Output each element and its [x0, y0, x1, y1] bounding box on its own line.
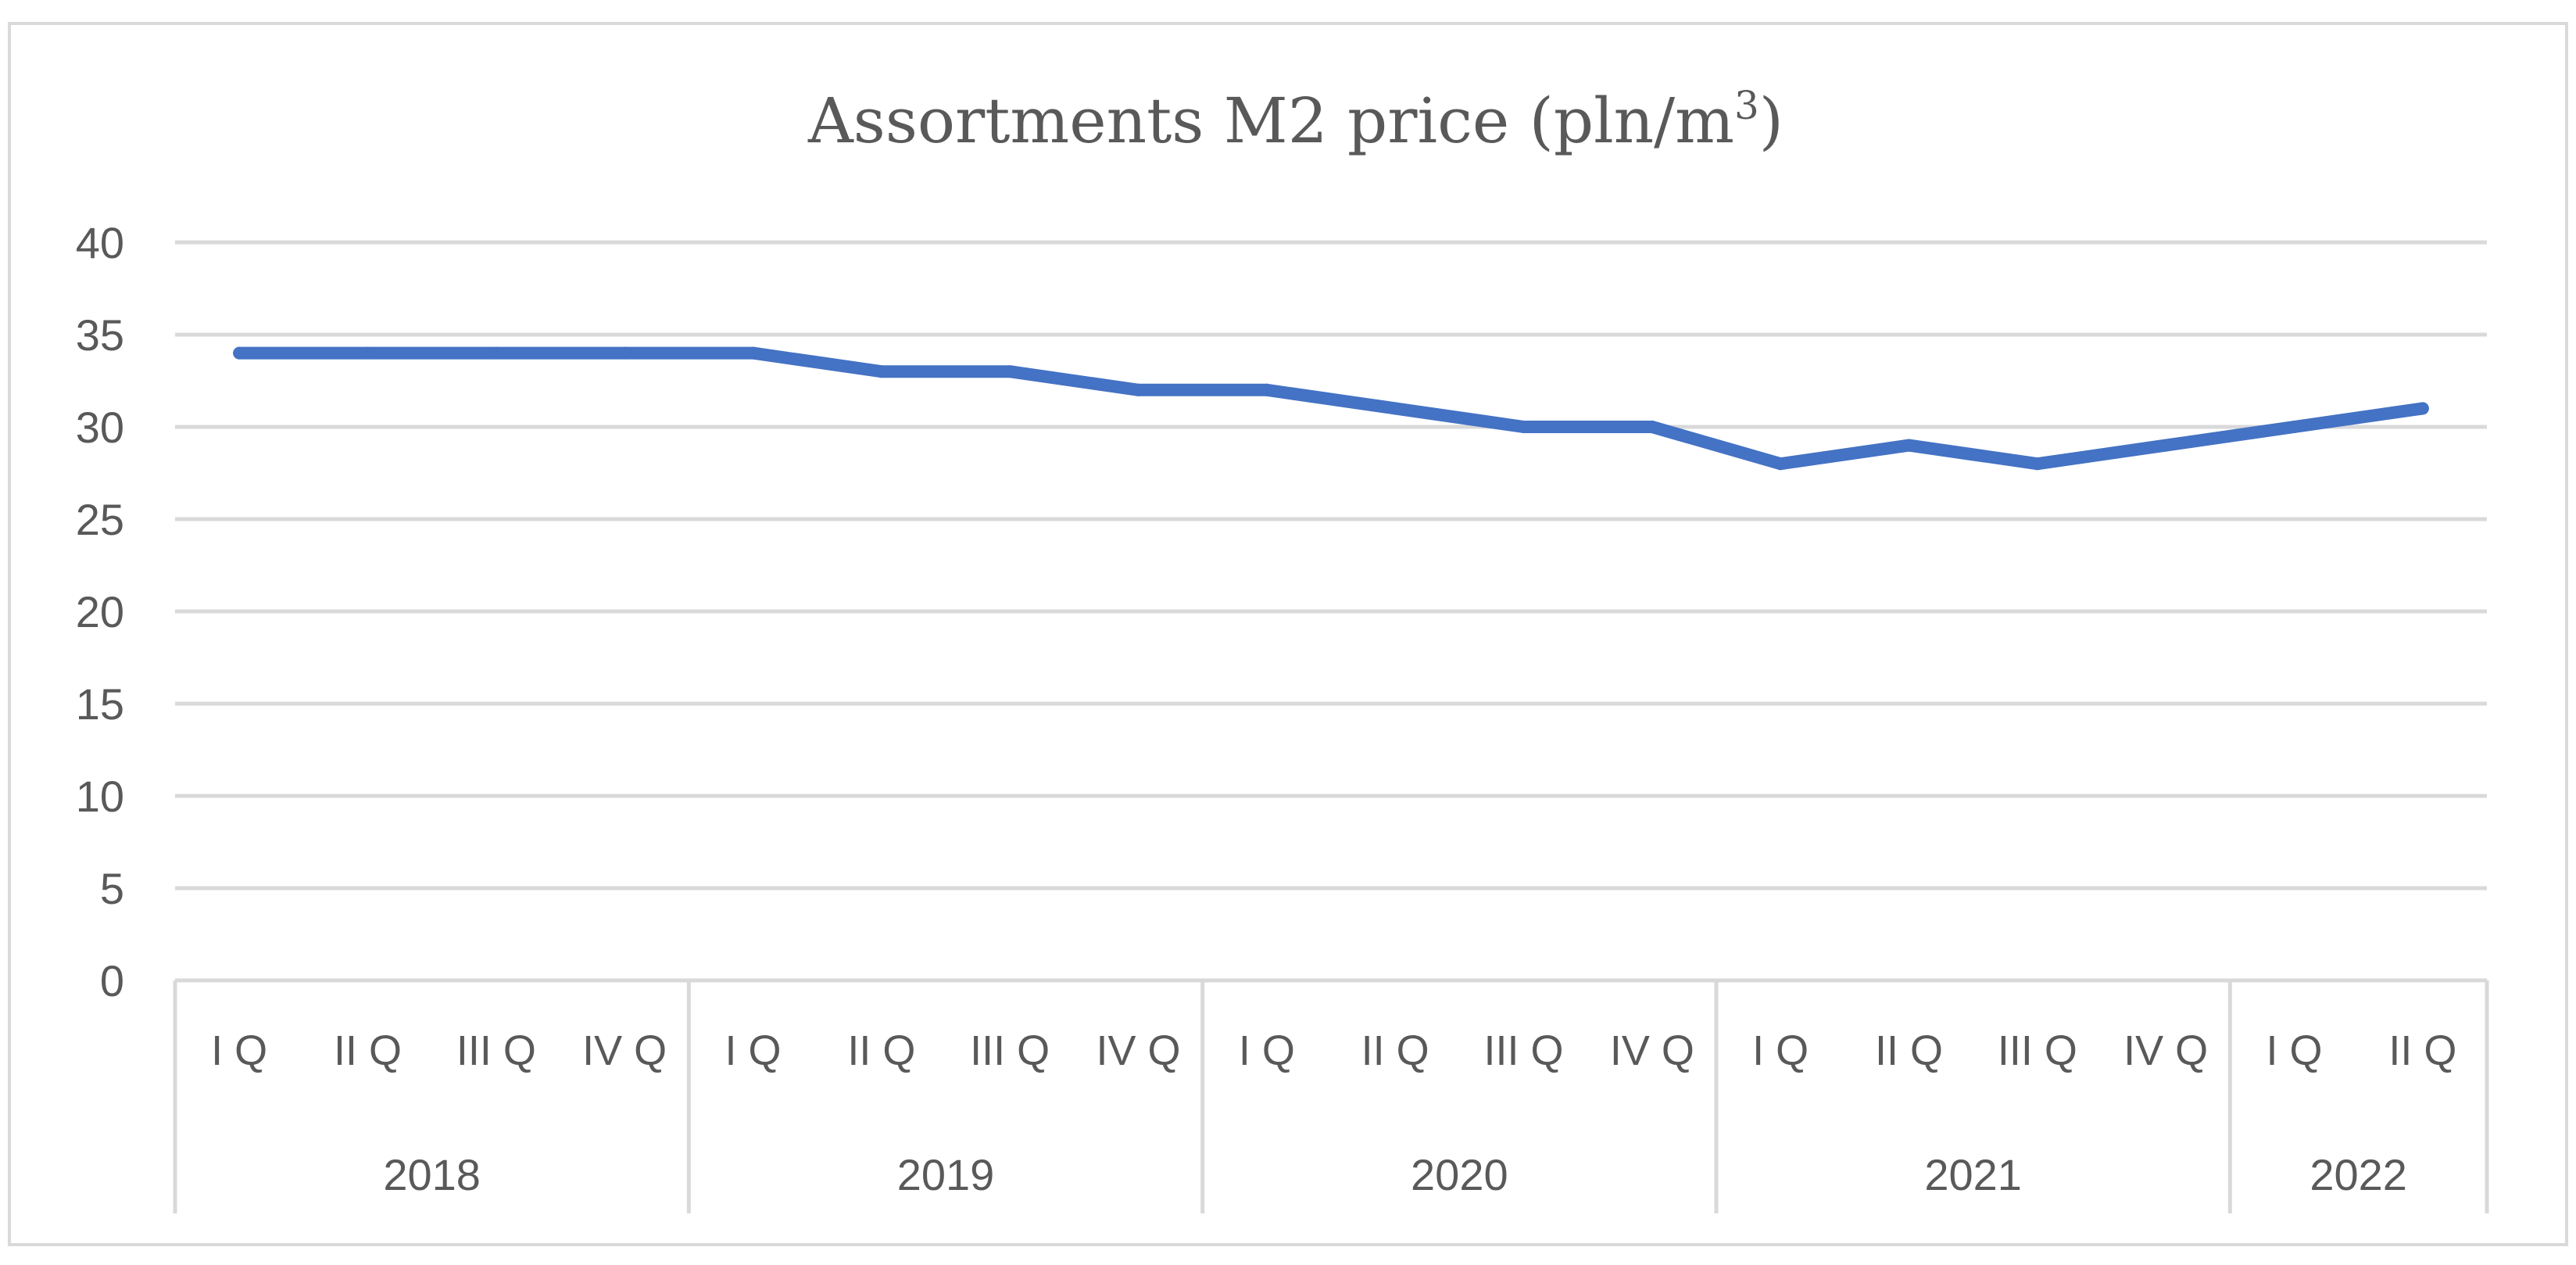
chart-title-main: Assortments M2 price (pln/m	[807, 84, 1734, 157]
x-group-label: 2022	[2309, 1150, 2407, 1199]
chart-frame: Assortments M2 price (pln/m3) 0 5 10 15 20 25…	[8, 22, 2568, 1246]
line-chart: Assortments M2 price (pln/m3) 0 5 10 15 20 25…	[76, 83, 2489, 1213]
data-point	[746, 346, 760, 360]
data-point	[875, 365, 888, 378]
x-tick-label: II Q	[334, 1027, 402, 1074]
x-tick-label: IV Q	[1096, 1027, 1180, 1074]
y-tick-label: 35	[76, 310, 124, 360]
x-tick-label: I Q	[1239, 1027, 1295, 1074]
x-axis: I Q II Q III Q IV Q I Q II Q III Q IV Q I Q II Q I…	[173, 980, 2489, 1213]
data-point	[1260, 383, 1273, 396]
y-axis-tick-labels: 0 5 10 15 20 25 30 35 40	[76, 218, 124, 1005]
chart-title-suffix: )	[1759, 84, 1784, 157]
x-tick-label: II Q	[2388, 1027, 2456, 1074]
y-tick-label: 25	[76, 495, 124, 544]
y-tick-label: 5	[100, 864, 124, 913]
data-point	[233, 346, 246, 360]
data-point	[361, 346, 374, 360]
x-tick-label: I Q	[724, 1027, 781, 1074]
x-group-label: 2020	[1411, 1150, 1508, 1199]
x-tick-label: III Q	[1483, 1027, 1563, 1074]
y-tick-label: 10	[76, 772, 124, 821]
data-point	[2288, 421, 2301, 433]
data-point	[1517, 421, 1530, 433]
chart-title: Assortments M2 price (pln/m3)	[807, 83, 1784, 157]
gridlines	[175, 240, 2487, 983]
data-point	[1902, 439, 1916, 452]
y-tick-label: 40	[76, 218, 124, 267]
x-tick-label: I Q	[1752, 1027, 1809, 1074]
x-tick-label: III Q	[456, 1027, 536, 1074]
x-tick-label: III Q	[1998, 1027, 2077, 1074]
data-point	[2030, 457, 2044, 471]
data-point	[1389, 402, 1402, 415]
series-line	[233, 346, 2429, 471]
x-tick-label: I Q	[211, 1027, 267, 1074]
y-tick-label: 30	[76, 403, 124, 452]
x-tick-label: II Q	[1875, 1027, 1943, 1074]
data-point	[489, 346, 503, 360]
x-tick-label: II Q	[847, 1027, 915, 1074]
series-layer	[233, 346, 2429, 471]
x-tick-label: IV Q	[2123, 1027, 2208, 1074]
x-group-label: 2021	[1924, 1150, 2022, 1199]
data-point	[1645, 421, 1658, 433]
x-tick-label: III Q	[970, 1027, 1050, 1074]
x-group-label: 2018	[383, 1150, 481, 1199]
data-point	[1004, 365, 1017, 378]
x-tick-label: I Q	[2266, 1027, 2322, 1074]
x-group-label: 2019	[897, 1150, 995, 1199]
y-tick-label: 0	[100, 956, 124, 1005]
y-tick-label: 15	[76, 679, 124, 729]
data-point	[1132, 383, 1145, 396]
x-tick-label: IV Q	[582, 1027, 667, 1074]
data-point	[618, 346, 631, 360]
x-tick-label: IV Q	[1610, 1027, 1694, 1074]
x-tick-label: II Q	[1361, 1027, 1429, 1074]
data-point	[2416, 402, 2429, 415]
y-tick-label: 20	[76, 587, 124, 636]
data-point	[1774, 457, 1787, 471]
chart-title-superscript: 3	[1734, 83, 1759, 128]
data-point	[2159, 439, 2173, 452]
